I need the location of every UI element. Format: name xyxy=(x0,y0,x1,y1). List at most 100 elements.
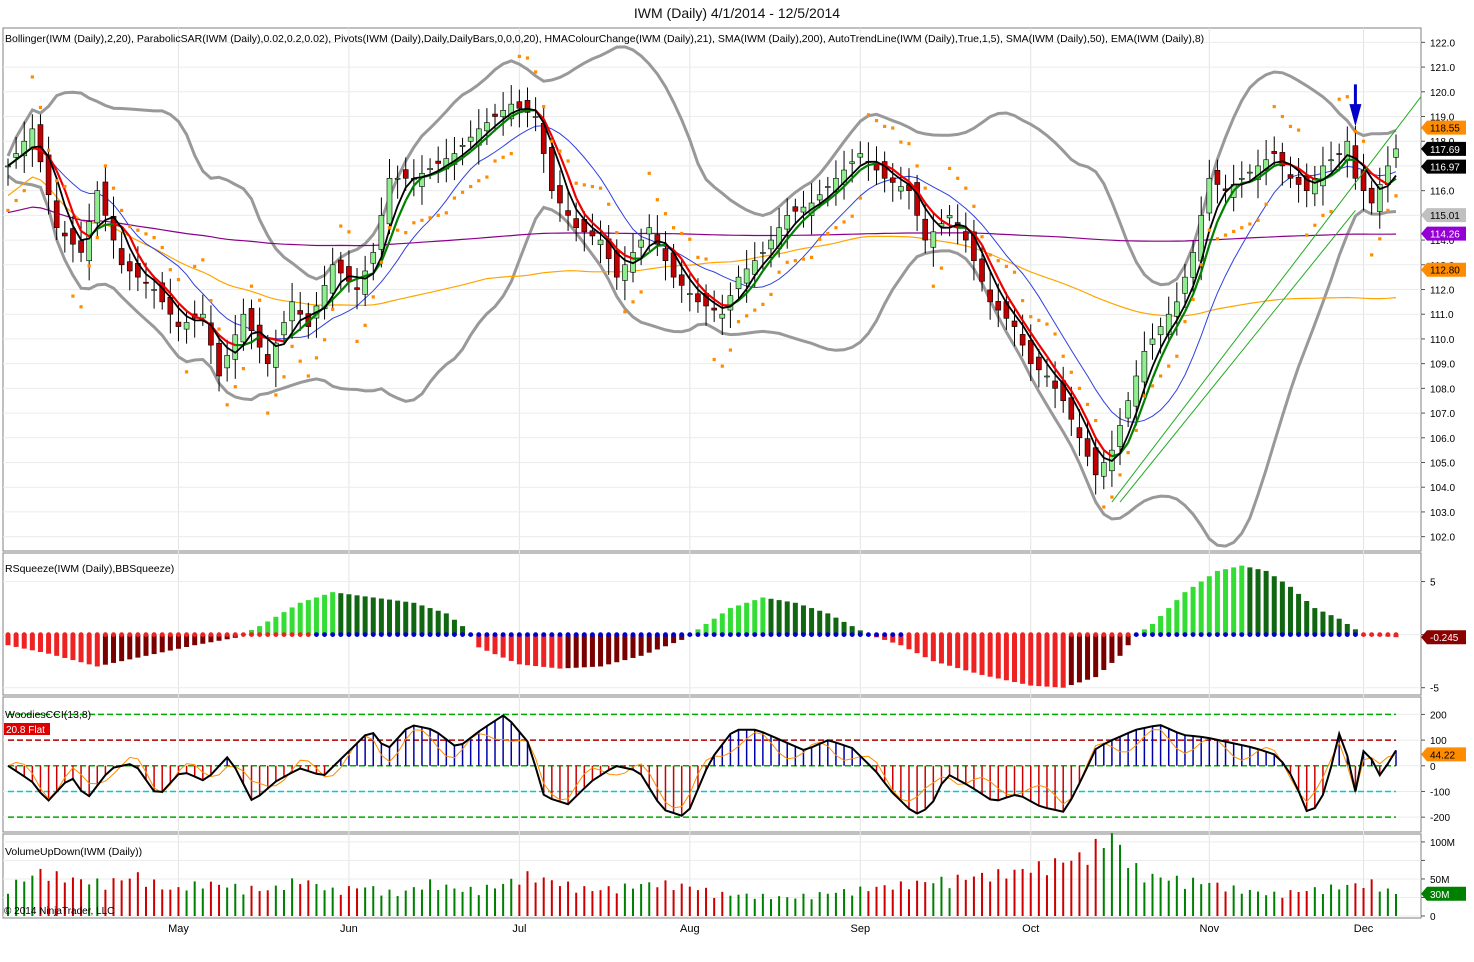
volume-bar xyxy=(169,889,172,916)
squeeze-dot xyxy=(865,632,871,638)
hma-segment xyxy=(599,229,610,240)
sar-dot xyxy=(420,218,424,222)
volume-bar xyxy=(599,890,602,916)
volume-bar xyxy=(209,881,212,916)
sar-dot xyxy=(95,236,99,240)
candle-body xyxy=(1011,320,1018,327)
squeeze-bar xyxy=(995,634,1001,679)
squeeze-bar xyxy=(135,634,141,658)
squeeze-dot xyxy=(922,632,928,638)
volume-bar xyxy=(1289,890,1292,916)
sar-dot xyxy=(241,366,245,371)
sar-dot xyxy=(688,237,692,241)
hma-segment xyxy=(567,175,578,199)
candle-body xyxy=(1287,174,1294,179)
squeeze-dot xyxy=(703,632,709,638)
sar-dot xyxy=(404,231,408,235)
squeeze-dot xyxy=(630,632,636,638)
squeeze-dot xyxy=(305,632,311,638)
squeeze-bar xyxy=(102,634,108,665)
sar-dot xyxy=(923,186,927,190)
squeeze-bar xyxy=(305,600,311,635)
hma-segment xyxy=(1370,172,1381,181)
volume-bar xyxy=(672,890,675,916)
squeeze-bar xyxy=(395,600,401,635)
sar-dot xyxy=(607,202,611,206)
squeeze-bar xyxy=(589,634,595,667)
bollinger-lower-line xyxy=(7,174,1397,548)
volume-bar xyxy=(1273,891,1276,916)
volume-bar xyxy=(1029,872,1032,916)
squeeze-bar xyxy=(484,634,490,651)
squeeze-dot xyxy=(687,632,693,638)
sar-dot xyxy=(915,164,919,168)
hma-segment xyxy=(1159,340,1170,360)
candle-body xyxy=(930,231,937,248)
grid-layer xyxy=(3,28,1421,918)
volume-bar xyxy=(510,878,513,916)
squeeze-bar xyxy=(841,621,847,635)
volume-bar xyxy=(1054,858,1057,916)
squeeze-bar xyxy=(1198,581,1204,635)
sar-dot xyxy=(1004,264,1008,269)
squeeze-dot xyxy=(744,632,750,638)
sar-dot xyxy=(22,189,26,193)
squeeze-dot xyxy=(1344,632,1350,638)
sar-dot xyxy=(631,300,635,304)
volume-bar xyxy=(396,896,399,916)
sma50-line xyxy=(7,125,1397,423)
hma-segment xyxy=(932,212,943,222)
squeeze-bar xyxy=(768,598,774,635)
squeeze-bar xyxy=(947,634,953,666)
volume-bar xyxy=(769,899,772,916)
sar-dot xyxy=(1029,315,1033,319)
hma-segment xyxy=(1183,293,1195,313)
hma-segment xyxy=(900,174,910,183)
squeeze-bar xyxy=(127,634,133,660)
sar-dot xyxy=(1321,213,1325,217)
volume-bar xyxy=(469,886,472,916)
hma-segment xyxy=(1094,437,1105,451)
candle-body xyxy=(13,153,19,158)
hma-segment xyxy=(331,290,342,301)
squeeze-dot xyxy=(1361,632,1366,638)
hma-segment xyxy=(973,232,983,246)
x-tick-label: Dec xyxy=(1354,923,1374,935)
price-value-tag xyxy=(1421,226,1466,241)
candle-body xyxy=(329,264,336,294)
sar-dot xyxy=(1386,208,1390,213)
sar-dot xyxy=(655,198,659,202)
sar-dot xyxy=(306,374,310,378)
candle-body xyxy=(435,160,441,164)
squeeze-dot xyxy=(1036,632,1042,638)
sar-dot xyxy=(314,356,319,360)
squeeze-dot xyxy=(1223,632,1228,638)
sar-dot xyxy=(1215,237,1220,241)
squeeze-dot xyxy=(1085,632,1090,638)
hma-segment xyxy=(453,156,464,165)
sar-dot xyxy=(858,196,862,200)
hma-segment xyxy=(753,270,764,284)
hma-segment xyxy=(713,298,723,307)
hma-segment xyxy=(916,190,927,204)
candle-body xyxy=(1376,184,1383,212)
volume-bar xyxy=(859,886,862,916)
squeeze-dot xyxy=(224,632,230,638)
squeeze-dot xyxy=(184,632,189,638)
squeeze-bar xyxy=(606,634,612,665)
sar-dot xyxy=(761,302,765,306)
squeeze-dot xyxy=(1369,632,1375,638)
volume-value-tag-text: 30M xyxy=(1430,890,1449,901)
sar-dot xyxy=(1167,364,1171,368)
candle-body xyxy=(427,168,433,170)
squeeze-dot xyxy=(947,632,952,638)
sar-dot xyxy=(1345,95,1349,99)
volume-bar xyxy=(39,868,42,916)
squeeze-bar xyxy=(776,600,782,635)
price-tick-label: 108.0 xyxy=(1430,384,1455,395)
volume-bar xyxy=(1354,883,1357,916)
squeeze-bar xyxy=(987,634,993,677)
volume-bar xyxy=(1370,879,1373,916)
sar-dot xyxy=(1037,318,1041,322)
hma-segment xyxy=(892,168,902,177)
